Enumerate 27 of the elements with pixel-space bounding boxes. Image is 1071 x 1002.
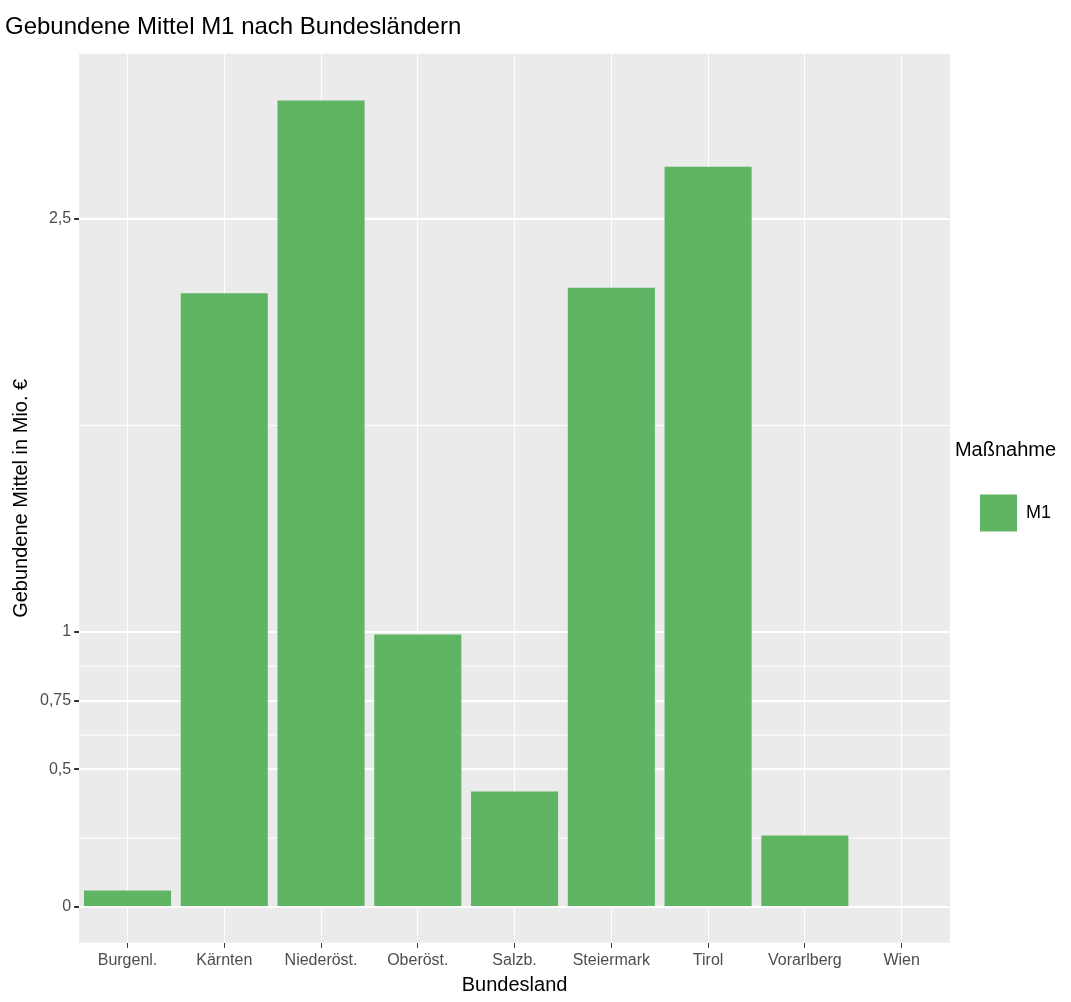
bar <box>567 287 655 907</box>
x-tick-label: Wien <box>883 950 920 968</box>
y-tick-label: 0 <box>62 897 72 915</box>
bar <box>374 634 462 907</box>
x-tick-label: Steiermark <box>572 950 651 968</box>
y-tick-label: 1 <box>62 622 72 640</box>
x-tick-label: Kärnten <box>196 950 253 968</box>
bar <box>664 166 752 907</box>
x-tick-label: Burgenl. <box>97 950 158 968</box>
y-tick-label: 2,5 <box>48 209 72 227</box>
x-tick-label: Tirol <box>692 950 724 968</box>
bar <box>83 890 172 907</box>
bar <box>277 100 365 907</box>
legend-label: M1 <box>1026 501 1052 522</box>
bar <box>761 835 849 907</box>
legend-title: Maßnahme <box>954 438 1057 461</box>
bar <box>180 293 268 907</box>
y-tick-label: 0,5 <box>48 759 72 777</box>
x-tick-label: Niederöst. <box>284 950 358 968</box>
chart-title: Gebundene Mittel M1 nach Bundesländern <box>5 12 462 40</box>
y-axis-title: Gebundene Mittel in Mio. € <box>8 378 31 618</box>
x-axis-title: Bundesland <box>461 972 568 995</box>
x-tick-label: Salzb. <box>492 950 537 968</box>
y-tick-label: 0,75 <box>40 691 72 708</box>
bar <box>471 791 559 907</box>
x-tick-label: Oberöst. <box>387 950 449 968</box>
x-tick-label: Vorarlberg <box>767 950 842 968</box>
